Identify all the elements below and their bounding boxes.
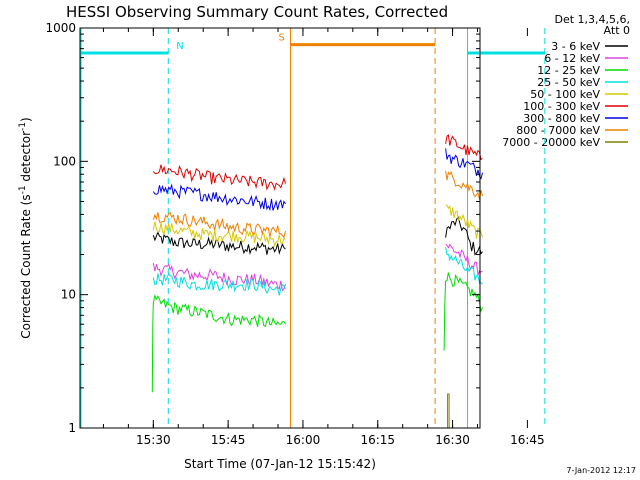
y-axis-label-main: Corrected Count Rate (s [19,194,33,338]
plot-area: N S 1 10 100 1000 15:30 15:45 16:00 16:15 16:30 16:… [45,21,546,447]
legend-entry-label: 800 - 7000 keV [516,124,600,137]
x-tick-label: 15:30 [136,433,171,447]
series-line-0-0 [152,230,286,255]
legend-entry-label: 300 - 800 keV [523,112,600,125]
series-line-2-0 [151,294,286,393]
series-line-4-1 [445,204,483,239]
legend-entry-label: 7000 - 20000 keV [502,136,600,149]
series-line-3-1 [445,247,483,285]
x-tick-label: 16:45 [510,433,545,447]
series-line-7-1 [445,170,483,200]
legend-entry-label: 50 - 100 keV [530,88,600,101]
series-line-1-1 [445,243,483,276]
plot-frame [79,27,481,429]
chart-title: HESSI Observing Summary Count Rates, Cor… [66,3,448,21]
y-axis-label-end: ) [19,117,33,122]
y-tick-label: 1 [68,421,76,435]
x-tick-label: 16:15 [360,433,395,447]
y-tick-label: 10 [61,288,76,302]
series-line-0-1 [445,216,483,256]
legend-entry-label: 3 - 6 keV [551,40,600,53]
series-line-3-0 [152,272,286,296]
x-axis-label: Start Time (07-Jan-12 15:15:42) [184,457,376,471]
legend-entry-label: 12 - 25 keV [537,64,600,77]
x-tick-label: 16:00 [286,433,321,447]
footer-timestamp: 7-Jan-2012 12:17 [566,466,636,475]
legend-entry-label: 6 - 12 keV [544,52,600,65]
legend-header-line: Det 1,3,4,5,6, [554,13,630,26]
x-tick-label: 16:30 [435,433,470,447]
series-line-5-0 [152,164,286,191]
x-tick-label: 15:45 [211,433,246,447]
series-line-6-0 [152,183,286,212]
series-line-5-1 [445,134,483,161]
series-line-1-0 [152,262,286,292]
legend-entry-label: 25 - 50 keV [537,76,600,89]
legend-entry-label: 100 - 300 keV [523,100,600,113]
y-axis-label: Corrected Count Rate (s-1 detector-1) [18,117,33,338]
series-line-7-0 [152,211,286,239]
y-tick-label: 100 [53,154,76,168]
legend-header: Det 1,3,4,5,6,Att 0 [554,13,630,37]
series-line-4-0 [152,221,286,248]
y-axis-label-sup1: -1 [18,185,28,194]
annotation-label-1: S [278,33,284,44]
annotation-label-0: N [176,41,183,52]
y-tick-label: 1000 [45,21,76,35]
y-axis-label-mid: detector [19,131,33,186]
series-line-2-1 [443,272,483,351]
series-line-8-0 [445,393,451,429]
y-axis-label-sup2: -1 [18,122,28,131]
legend-header-line: Att 0 [604,24,630,37]
